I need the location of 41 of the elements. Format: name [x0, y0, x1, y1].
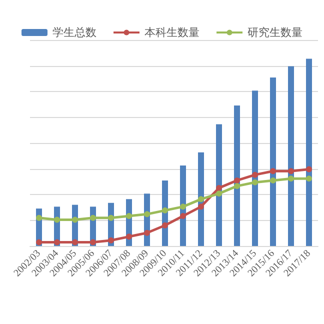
legend-label: 研究生数量 — [248, 26, 302, 39]
point — [90, 239, 96, 246]
point — [252, 172, 258, 178]
point — [288, 176, 294, 182]
legend-label: 本科生数量 — [144, 26, 200, 39]
bar — [216, 124, 222, 246]
point — [54, 239, 60, 246]
point — [270, 177, 276, 184]
point — [306, 166, 312, 172]
point — [288, 168, 294, 174]
point — [108, 214, 114, 221]
bar — [270, 77, 276, 246]
bar — [252, 90, 258, 246]
point — [252, 179, 258, 186]
point — [126, 213, 132, 220]
point — [162, 207, 168, 214]
point — [180, 213, 186, 220]
point — [306, 176, 312, 182]
point — [180, 204, 186, 210]
bar — [234, 106, 240, 246]
bar — [288, 66, 294, 246]
point — [72, 216, 78, 223]
point — [36, 214, 42, 221]
point — [72, 239, 78, 246]
point — [270, 168, 276, 174]
point — [198, 204, 204, 210]
point — [234, 183, 240, 190]
point — [108, 237, 114, 244]
legend-label: 学生总数 — [52, 26, 96, 39]
point — [54, 216, 60, 223]
bar — [306, 58, 312, 246]
point — [234, 177, 240, 184]
point — [216, 190, 222, 197]
point — [36, 239, 42, 246]
point — [90, 214, 96, 221]
point — [144, 230, 150, 236]
point — [216, 184, 222, 191]
point — [126, 234, 132, 240]
point — [162, 222, 168, 228]
point — [198, 196, 204, 202]
point — [144, 211, 150, 218]
